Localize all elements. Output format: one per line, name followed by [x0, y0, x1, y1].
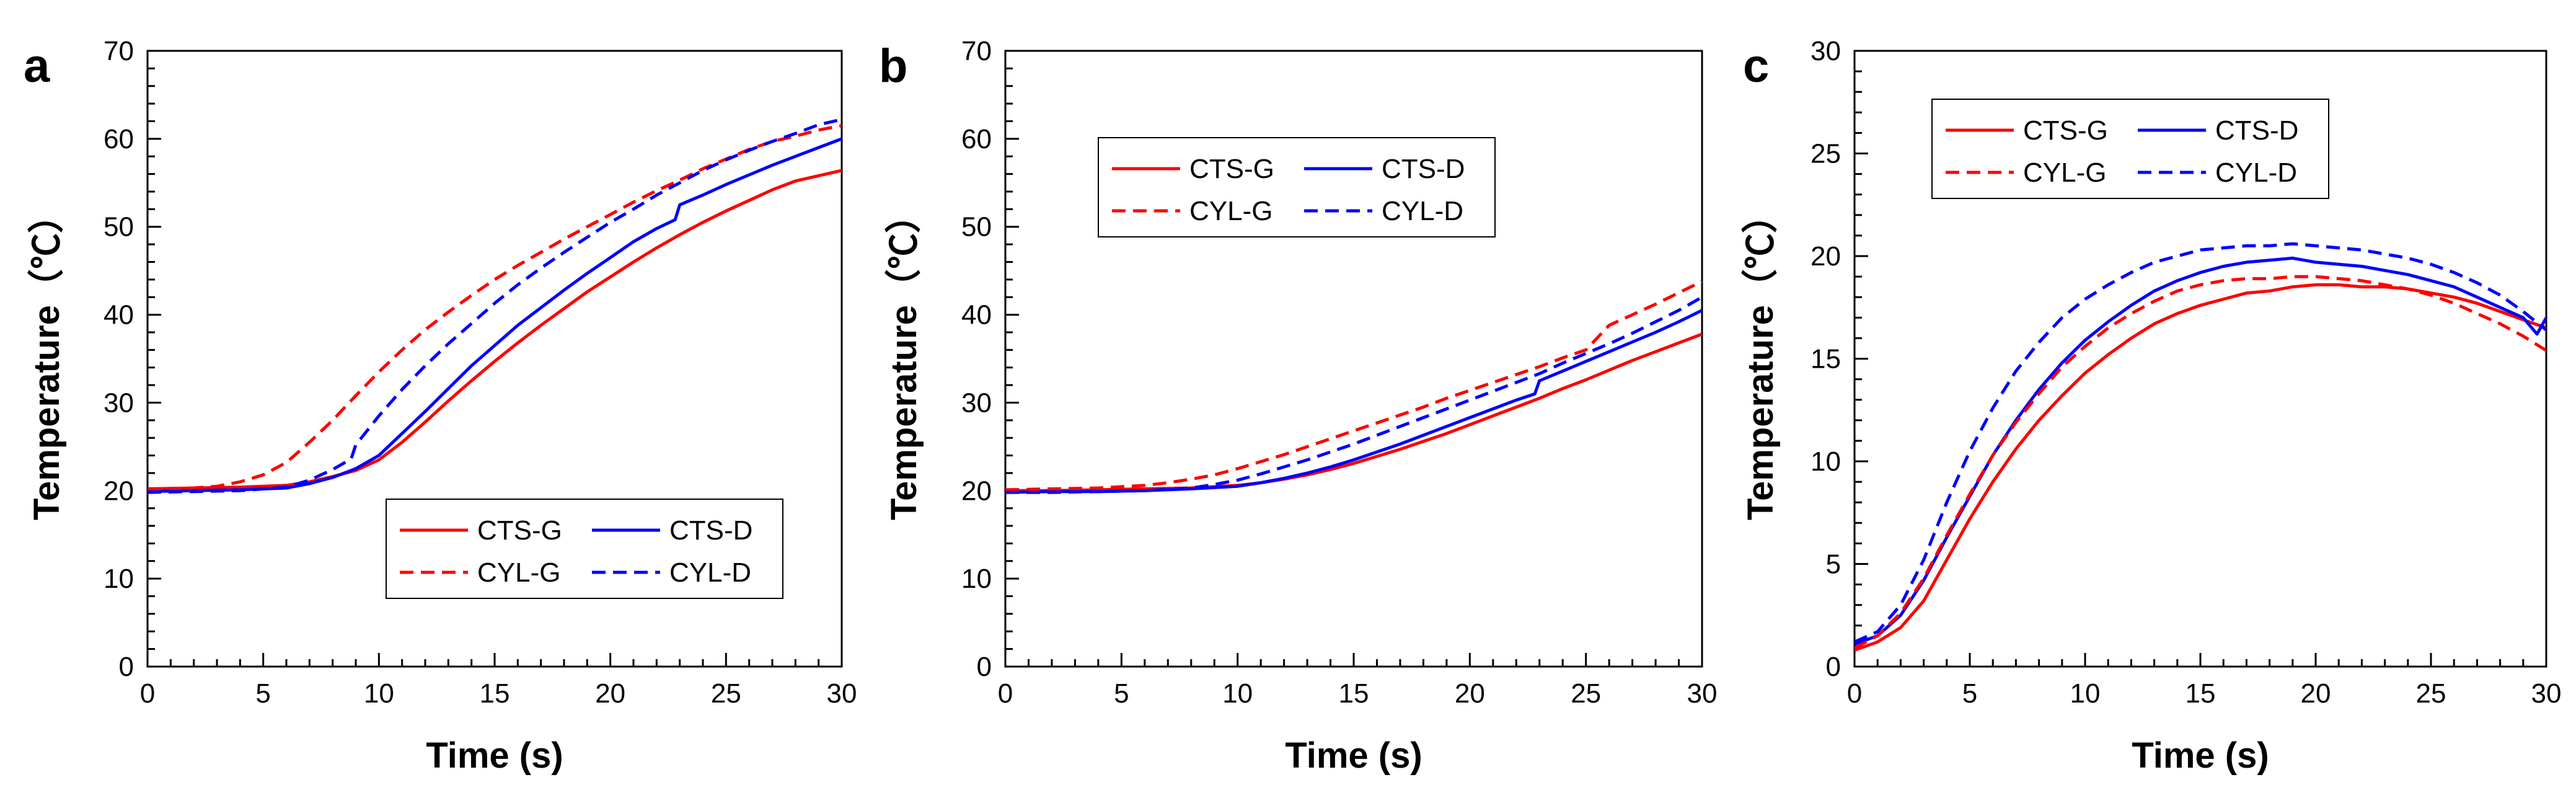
legend: CTS-G CTS-D CYL-G CYL-D — [1098, 137, 1496, 237]
series-line-cts-d — [148, 137, 842, 494]
y-tick-label: 10 — [104, 564, 134, 594]
legend-label: CYL-G — [2023, 157, 2106, 188]
y-tick-label: 30 — [104, 388, 134, 418]
x-tick-label: 5 — [1962, 678, 1977, 709]
x-tick-label: 30 — [827, 678, 857, 709]
panel-letter: a — [24, 40, 50, 92]
x-tick-label: 15 — [2186, 678, 2216, 709]
panel-letter: b — [879, 40, 907, 92]
x-tick-label: 15 — [480, 678, 510, 709]
legend-label: CYL-G — [1189, 196, 1273, 226]
x-tick-label: 0 — [140, 678, 155, 709]
legend-label: CTS-D — [2215, 115, 2298, 146]
legend-label: CTS-G — [1189, 154, 1274, 184]
y-tick-label: 60 — [104, 124, 134, 154]
legend: CTS-G CTS-D CYL-G CYL-D — [386, 499, 783, 599]
y-tick-label: 5 — [1826, 549, 1841, 580]
y-tick-label: 70 — [961, 36, 992, 66]
series-line-cyl-d — [148, 118, 842, 494]
x-tick-label: 0 — [998, 678, 1013, 709]
y-tick-label: 40 — [961, 300, 992, 331]
y-tick-label: 30 — [961, 388, 992, 418]
series-line-cyl-d — [1005, 296, 1702, 494]
series-line-cyl-g — [1005, 280, 1702, 492]
y-axis-label: Temperature（℃） — [27, 197, 67, 520]
x-tick-label: 5 — [255, 678, 270, 709]
legend-label: CTS-D — [1382, 154, 1465, 184]
y-tick-label: 40 — [104, 300, 134, 331]
legend-label: CYL-D — [1382, 196, 1463, 226]
x-tick-label: 10 — [2070, 678, 2101, 709]
y-tick-label: 20 — [961, 476, 992, 506]
y-axis-label: Temperature（℃） — [1740, 197, 1781, 520]
y-tick-label: 20 — [1811, 241, 1841, 272]
legend-box — [386, 499, 783, 599]
y-tick-label: 0 — [977, 652, 992, 682]
x-tick-label: 5 — [1114, 678, 1129, 709]
legend-label: CYL-D — [2215, 157, 2297, 188]
x-tick-label: 20 — [2301, 678, 2331, 709]
series-line-cyl-g — [1855, 275, 2546, 650]
legend-box — [1098, 137, 1496, 237]
y-tick-label: 10 — [961, 564, 992, 594]
x-tick-label: 25 — [2416, 678, 2446, 709]
legend: CTS-G CTS-D CYL-G CYL-D — [1931, 99, 2329, 199]
y-tick-label: 25 — [1811, 139, 1841, 169]
x-tick-label: 10 — [1222, 678, 1253, 709]
y-axis-label: Temperature（℃） — [884, 197, 924, 520]
y-tick-label: 15 — [1811, 344, 1841, 375]
legend-label: CTS-G — [477, 515, 562, 546]
x-tick-label: 30 — [1687, 678, 1718, 709]
y-tick-label: 20 — [104, 476, 134, 506]
y-tick-label: 0 — [119, 652, 134, 682]
panel-c: 0 5 10 15 20 25 30 0 5 10 15 20 25 30 Time (s) Temperat… — [1740, 36, 2561, 776]
x-tick-label: 25 — [1571, 678, 1601, 709]
series-line-cyl-d — [1855, 242, 2546, 644]
series-line-cts-d — [1005, 309, 1702, 494]
x-axis-label: Time (s) — [1285, 735, 1422, 776]
legend-label: CTS-G — [2023, 115, 2108, 146]
x-tick-label: 30 — [2531, 678, 2562, 709]
legend-box — [1931, 99, 2329, 199]
y-tick-label: 70 — [104, 36, 134, 66]
series-line-cts-g — [1855, 283, 2546, 652]
x-axis-label: Time (s) — [426, 735, 563, 776]
x-tick-label: 20 — [1455, 678, 1485, 709]
panel-letter: c — [1743, 40, 1769, 92]
y-tick-label: 0 — [1826, 652, 1841, 682]
legend-label: CYL-G — [477, 557, 560, 588]
x-tick-label: 0 — [1847, 678, 1862, 709]
legend-label: CTS-D — [669, 515, 752, 546]
legend-label: CYL-D — [669, 557, 751, 588]
x-tick-label: 20 — [595, 678, 625, 709]
y-tick-label: 50 — [961, 212, 992, 242]
y-tick-label: 60 — [961, 124, 992, 154]
x-tick-label: 10 — [364, 678, 394, 709]
x-tick-label: 15 — [1339, 678, 1369, 709]
y-tick-label: 50 — [104, 212, 134, 242]
x-tick-label: 25 — [711, 678, 741, 709]
y-tick-label: 10 — [1811, 446, 1841, 477]
x-axis-label: Time (s) — [2132, 735, 2269, 776]
y-tick-label: 30 — [1811, 36, 1841, 66]
panel-b: 0 5 10 15 20 25 30 0 10 20 30 40 50 60 70 Time (s) Tempe… — [879, 36, 1717, 776]
panel-a: 0 5 10 15 20 25 30 0 10 20 30 40 50 60 70 Time (s) Tempe… — [24, 36, 857, 776]
